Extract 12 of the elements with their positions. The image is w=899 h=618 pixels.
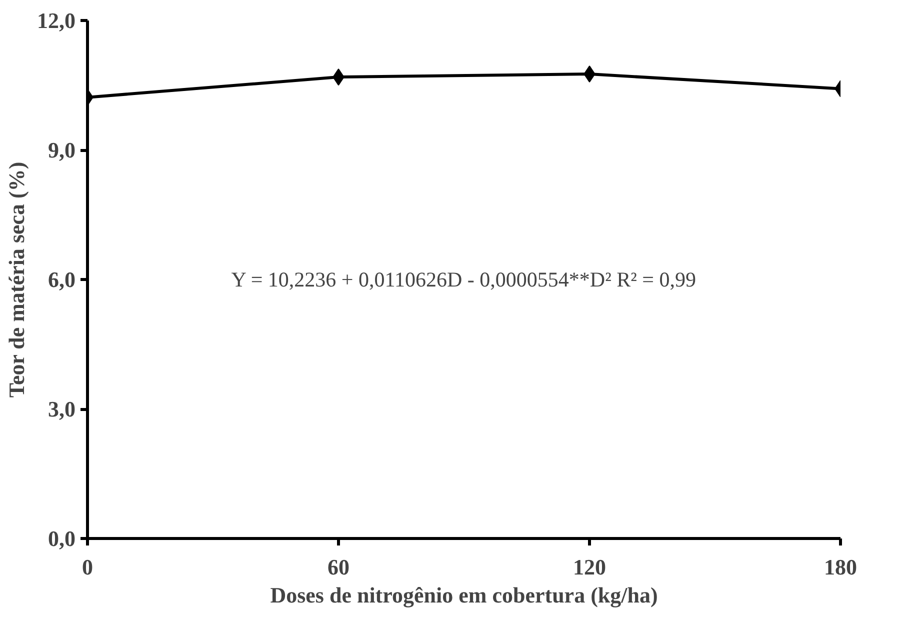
x-tick-label: 60 <box>328 554 350 580</box>
x-tick-label: 0 <box>82 554 93 580</box>
annotation: Y = 10,2236 + 0,0110626D - 0,0000554**D² R² = 0,99 <box>231 268 696 292</box>
y-tick-label: 12,0 <box>37 8 76 33</box>
y-tick-label: 0,0 <box>48 526 76 551</box>
x-tick-label: 120 <box>573 554 606 580</box>
x-tick-label: 180 <box>824 554 857 580</box>
y-tick-label: 3,0 <box>48 396 76 422</box>
x-axis-title: Doses de nitrogênio em cobertura (kg/ha) <box>270 582 658 608</box>
y-tick-label: 6,0 <box>48 267 76 292</box>
y-axis-title: Teor de matéria seca (%) <box>4 162 29 398</box>
y-tick-label: 9,0 <box>48 138 76 162</box>
